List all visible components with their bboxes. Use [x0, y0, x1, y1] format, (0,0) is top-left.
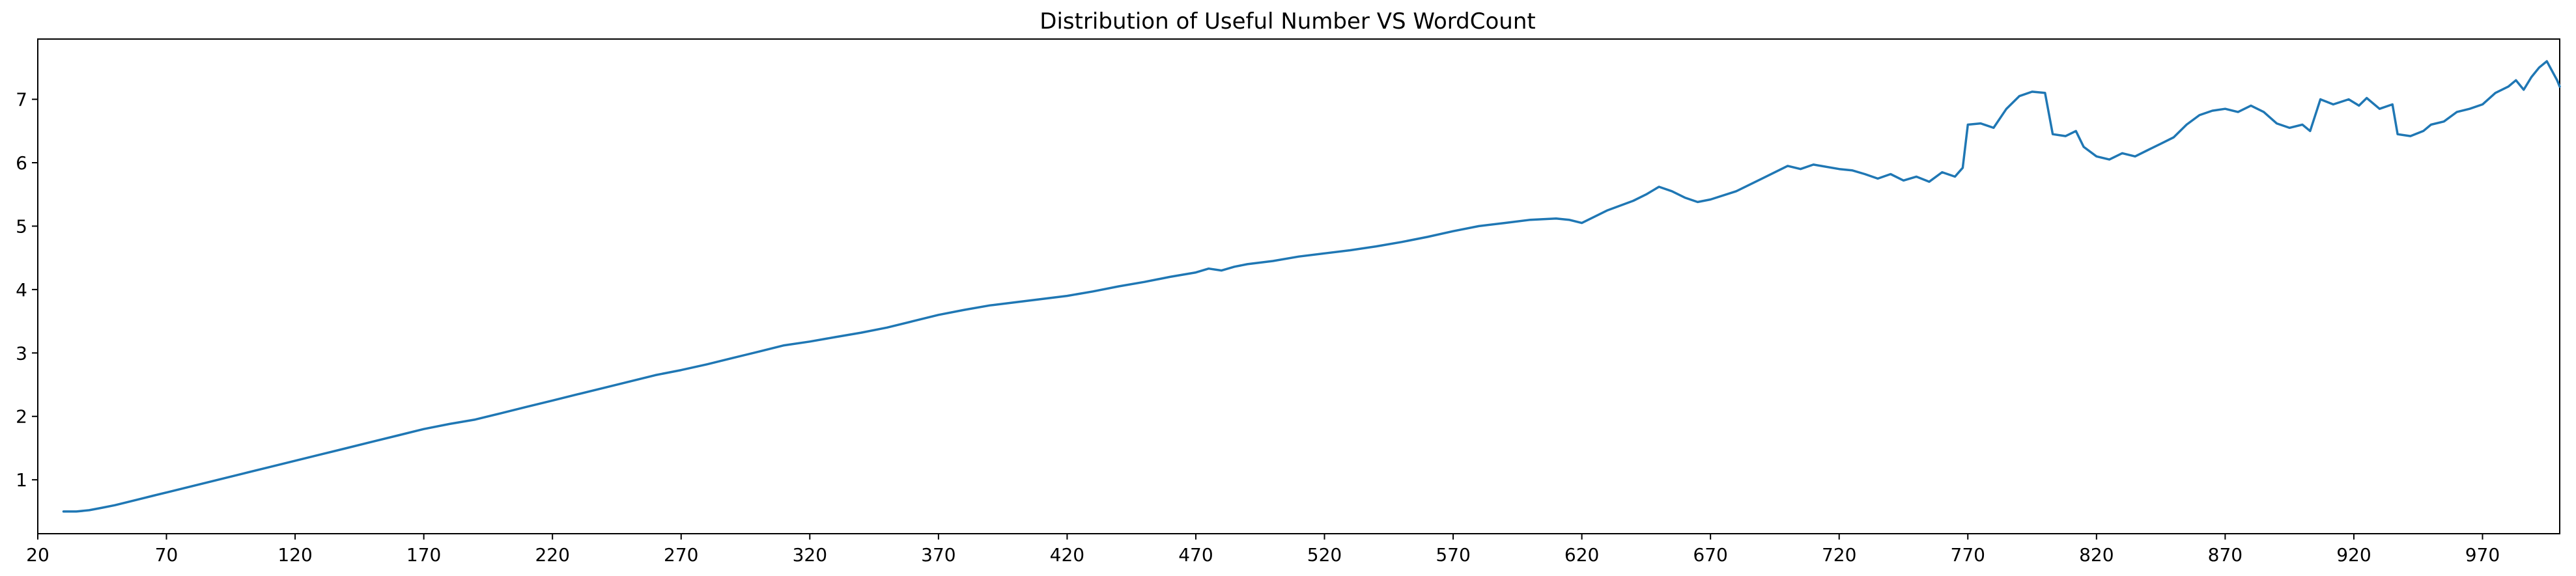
y-tick-label: 7 [16, 89, 27, 111]
y-axis: 1 2 3 4 5 6 7 [16, 89, 38, 491]
chart-title: Distribution of Useful Number VS WordCou… [1040, 8, 1535, 34]
x-tick-label: 720 [1822, 544, 1856, 566]
series-line [62, 60, 2561, 513]
x-tick-label: 320 [793, 544, 827, 566]
y-tick-label: 4 [16, 279, 27, 301]
y-tick-label: 2 [16, 406, 27, 428]
x-tick-label: 270 [664, 544, 698, 566]
x-tick-label: 420 [1050, 544, 1084, 566]
x-tick-label: 620 [1564, 544, 1599, 566]
x-tick-label: 170 [406, 544, 441, 566]
x-tick-label: 520 [1307, 544, 1342, 566]
x-tick-label: 870 [2208, 544, 2243, 566]
x-tick-label: 770 [1951, 544, 1985, 566]
x-tick-label: 120 [277, 544, 312, 566]
x-tick-label: 970 [2465, 544, 2500, 566]
x-tick-label: 820 [2079, 544, 2114, 566]
y-tick-label: 6 [16, 152, 27, 174]
x-tick-label: 370 [921, 544, 955, 566]
x-axis: 20 70 120 170 220 270 320 370 420 470 520 570 620 670… [26, 534, 2500, 566]
x-tick-label: 670 [1693, 544, 1727, 566]
x-tick-label: 70 [155, 544, 178, 566]
x-tick-label: 20 [26, 544, 50, 566]
y-tick-label: 5 [16, 215, 27, 237]
y-tick-label: 1 [16, 469, 27, 491]
series-group [62, 60, 2561, 513]
x-tick-label: 570 [1436, 544, 1470, 566]
plot-frame [37, 38, 2560, 534]
x-tick-label: 920 [2336, 544, 2371, 566]
x-tick-label: 220 [535, 544, 569, 566]
x-tick-label: 470 [1178, 544, 1213, 566]
y-tick-label: 3 [16, 342, 27, 364]
